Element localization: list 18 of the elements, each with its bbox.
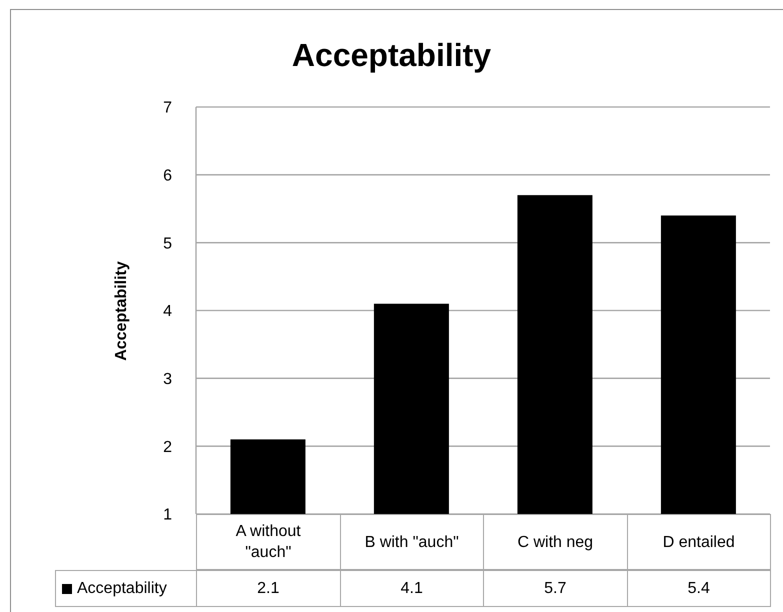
x-tick-label: A without "auch"	[196, 514, 340, 570]
x-tick-label: B with "auch"	[340, 514, 484, 570]
y-tick-label: 1	[163, 506, 172, 524]
legend-label: Acceptability	[77, 579, 167, 599]
data-label: 5.7	[483, 570, 628, 607]
y-tick-label: 5	[163, 235, 172, 252]
y-tick-label: 3	[163, 371, 172, 388]
data-label: 5.4	[626, 570, 771, 607]
data-label: 2.1	[196, 570, 340, 607]
y-axis-title: Acceptability	[113, 260, 131, 360]
y-tick-label: 2	[163, 438, 172, 456]
y-tick-label: 4	[163, 303, 172, 320]
x-tick-label: D entailed	[626, 514, 771, 570]
y-tick-label: 6	[163, 168, 172, 185]
y-tick-label: 7	[163, 100, 172, 117]
chart-title: Acceptability	[290, 37, 492, 74]
x-tick-label: C with neg	[483, 514, 628, 570]
data-label: 4.1	[340, 570, 484, 607]
